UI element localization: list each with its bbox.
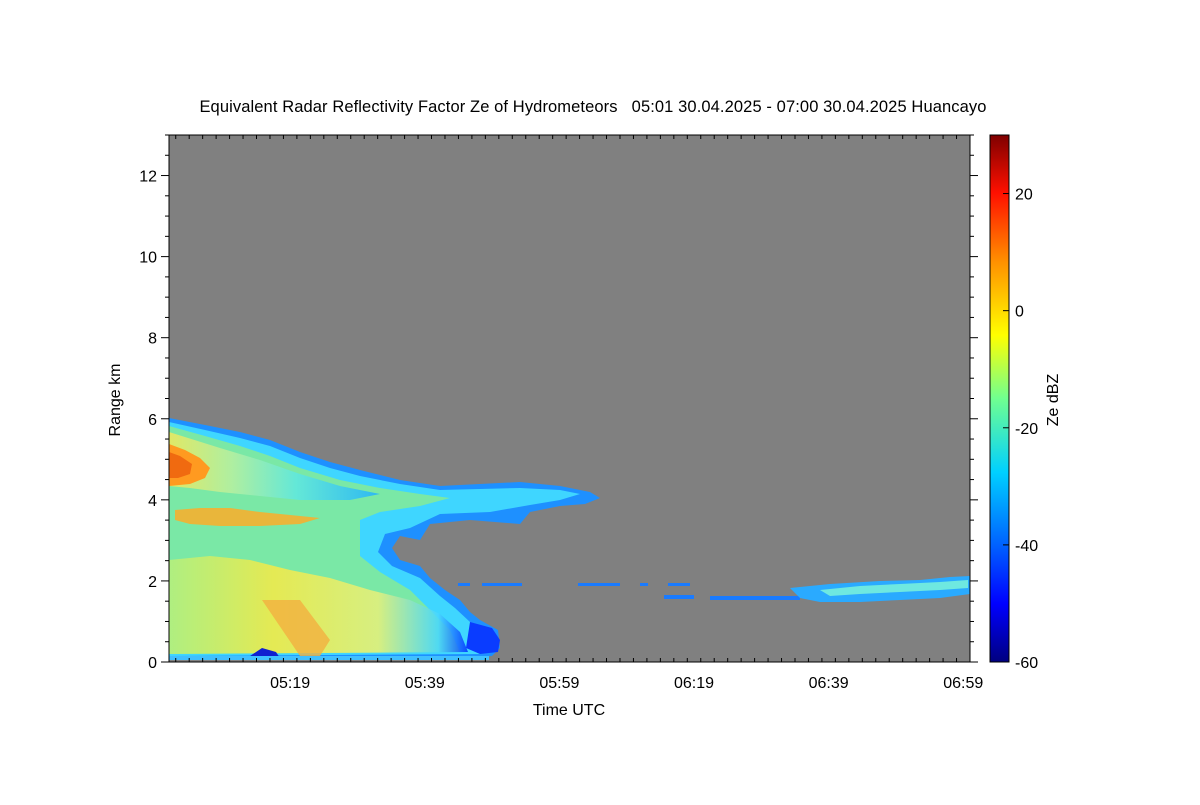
echo-upper-band [169, 432, 380, 500]
echo-streak [262, 600, 330, 656]
colorbar-tick-label: -40 [1015, 538, 1038, 555]
echo-low-precip [169, 556, 468, 654]
y-tick-label: 0 [148, 655, 157, 672]
x-tick-label: 06:39 [809, 675, 849, 692]
x-tick-label: 05:39 [405, 675, 445, 692]
y-axis: 0 2 4 6 8 10 12 [139, 134, 978, 672]
x-axis: 05:19 05:39 05:59 06:19 06:39 06:59 [175, 135, 983, 692]
y-tick-label: 10 [139, 250, 157, 267]
x-tick-label: 06:19 [674, 675, 714, 692]
colorbar [989, 134, 1010, 663]
colorbar-ticks: 20 0 -20 -40 -60 [1003, 187, 1038, 672]
surface-line [169, 656, 489, 660]
echo-thin-layer-right-core [820, 580, 968, 596]
y-tick-label: 8 [148, 331, 157, 348]
echo-edge-blue [466, 622, 500, 654]
y-tick-label: 2 [148, 574, 157, 591]
echo-thin-layer [458, 583, 800, 600]
chart-title: Equivalent Radar Reflectivity Factor Ze … [199, 98, 987, 116]
colorbar-tick-label: 20 [1015, 187, 1033, 204]
radar-echoes [169, 418, 970, 660]
echo-core-inner [169, 452, 192, 478]
x-tick-label: 05:59 [539, 675, 579, 692]
echo-layer-3p5km [175, 508, 320, 526]
x-tick-label: 05:19 [270, 675, 310, 692]
x-axis-label: Time UTC [533, 702, 605, 719]
x-tick-label: 06:59 [943, 675, 983, 692]
colorbar-label: Ze dBZ [1045, 374, 1062, 427]
y-axis-label: Range km [107, 364, 124, 437]
colorbar-tick-label: 0 [1015, 304, 1024, 321]
y-tick-label: 12 [139, 169, 157, 186]
colorbar-tick-label: -60 [1015, 655, 1038, 672]
y-tick-label: 6 [148, 412, 157, 429]
y-tick-label: 4 [148, 493, 157, 510]
colorbar-tick-label: -20 [1015, 421, 1038, 438]
